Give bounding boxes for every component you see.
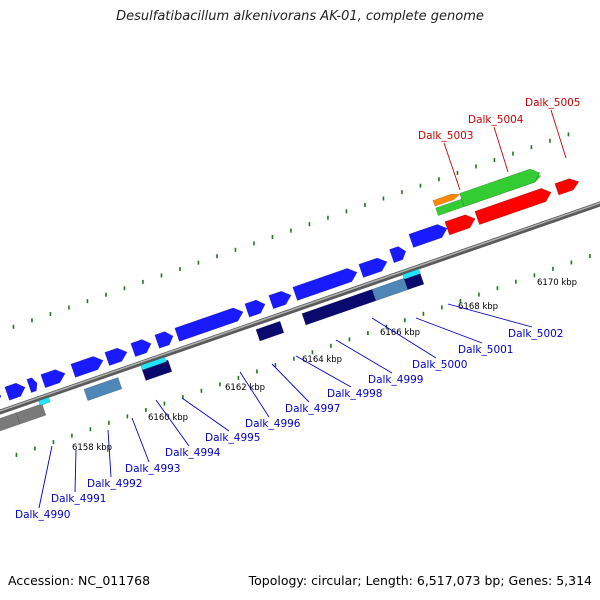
leader-line [493, 126, 509, 173]
topology-text: Topology: circular; Length: 6,517,073 bp… [248, 573, 592, 588]
gene-label: Dalk_4997 [285, 403, 341, 415]
leader-line [335, 339, 393, 374]
reverse-gene-2 [15, 403, 47, 425]
genome-backbone [0, 201, 600, 415]
leader-line [107, 429, 112, 478]
gene-label: Dalk_4996 [245, 418, 301, 430]
leader-line [447, 303, 533, 328]
kbp-label: 6170 kbp [537, 278, 577, 288]
kbp-label: 6158 kbp [72, 443, 112, 453]
gene-label: Dalk_5002 [508, 328, 564, 340]
forward-gene-13 [358, 257, 388, 278]
gene-label: Dalk_4992 [87, 478, 143, 490]
gene-label: Dalk_4993 [125, 463, 181, 475]
leader-line [74, 449, 77, 493]
gene-label: Dalk_4990 [15, 509, 71, 521]
forward-gene-12 [292, 268, 358, 301]
cyan-cap-1 [38, 396, 51, 406]
forward-gene-11 [268, 290, 292, 310]
rna-gene-orange [432, 193, 461, 207]
map-title: Desulfatibacillum alkenivorans AK-01, co… [116, 9, 484, 24]
gene-label: Dalk_4998 [327, 388, 383, 400]
gene-label: Dalk_5000 [412, 359, 468, 371]
leader-line [155, 399, 190, 447]
tick-marks [12, 132, 591, 457]
forward-gene-7 [130, 339, 152, 357]
kbp-label: 6164 kbp [302, 355, 342, 365]
leader-line [371, 317, 437, 359]
rna-gene-red-1 [444, 214, 476, 236]
accession-text: Accession: NC_011768 [8, 573, 151, 588]
reverse-gene-5 [255, 320, 285, 342]
gene-label: Dalk_5005 [525, 97, 581, 109]
gene-label: Dalk_4991 [51, 493, 107, 505]
rna-gene-green [459, 168, 541, 207]
gene-label: Dalk_5001 [458, 344, 514, 356]
leader-line [295, 355, 352, 388]
kbp-label: 6166 kbp [380, 328, 420, 338]
leader-line [38, 445, 53, 509]
leader-line [550, 109, 567, 159]
forward-gene-3 [26, 377, 38, 394]
kbp-label: 6162 kbp [225, 383, 265, 393]
forward-gene-14 [389, 246, 407, 264]
forward-gene-15 [408, 224, 448, 248]
gene-label: Dalk_5004 [468, 114, 524, 126]
forward-gene-6 [104, 347, 128, 366]
forward-gene-1 [0, 394, 2, 400]
forward-gene-9 [174, 307, 244, 342]
leader-line [131, 417, 150, 463]
rna-gene-red-2 [474, 188, 552, 226]
kbp-label: 6168 kbp [458, 302, 498, 312]
gene-label: Dalk_4995 [205, 432, 261, 444]
leader-line [271, 363, 310, 403]
leader-line [181, 397, 230, 432]
reverse-gene-3 [83, 377, 123, 401]
gene-label: Dalk_4994 [165, 447, 221, 459]
cyan-cap-2 [140, 356, 167, 371]
leader-line [443, 142, 461, 191]
forward-gene-2 [4, 382, 26, 401]
gene-label: Dalk_5003 [418, 130, 474, 142]
forward-gene-8 [154, 331, 174, 349]
forward-gene-5 [70, 356, 104, 378]
gene-label: Dalk_4999 [368, 374, 424, 386]
genome-backbone-highlight [0, 202, 600, 412]
leader-line [239, 371, 270, 418]
rna-gene-red-3 [554, 178, 580, 196]
forward-gene-10 [244, 299, 266, 318]
leader-line [415, 317, 483, 344]
forward-gene-4 [40, 369, 66, 389]
cyan-cap-3 [402, 268, 421, 280]
kbp-label: 6160 kbp [148, 413, 188, 423]
